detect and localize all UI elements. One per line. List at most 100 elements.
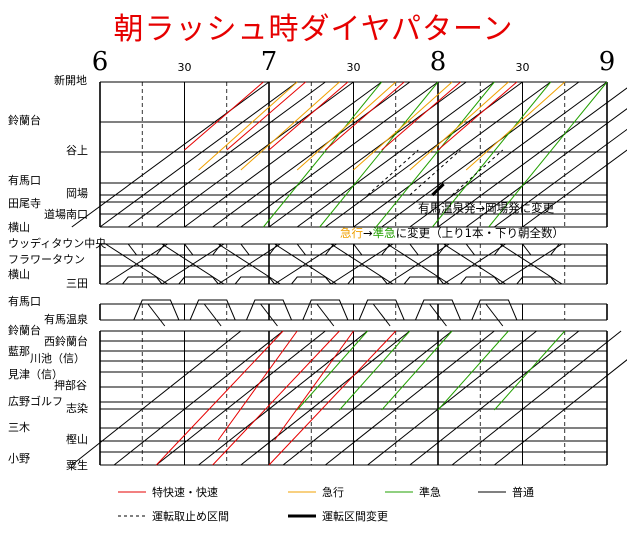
- train-local: [387, 243, 450, 285]
- station-label: 鈴蘭台: [8, 323, 41, 337]
- train-rapid: [212, 330, 340, 466]
- train-local: [325, 81, 523, 228]
- hour-label: 9: [599, 47, 616, 77]
- train-local: [316, 303, 335, 327]
- station-label: 西鈴蘭台: [44, 334, 88, 348]
- train-rapid: [274, 330, 354, 441]
- train-local: [325, 330, 495, 466]
- train-rapid: [217, 330, 298, 441]
- train-local: [381, 81, 580, 228]
- train-local: [274, 243, 337, 285]
- station-label: 藍那: [8, 345, 30, 358]
- train-local: [156, 330, 326, 466]
- train-local: [71, 330, 242, 466]
- train-arima-shuttle: [170, 299, 255, 321]
- station-label: 横山: [8, 220, 30, 234]
- train-shuttle-top: [381, 243, 467, 256]
- train-shuttle-top: [494, 243, 579, 256]
- station-label: 田尾寺: [8, 197, 41, 210]
- train-express: [240, 81, 340, 171]
- train-semi-express: [262, 81, 383, 228]
- station-label: 有馬口: [8, 294, 41, 308]
- half-hour-label: 30: [347, 61, 361, 74]
- train-local: [212, 81, 411, 228]
- train-local: [240, 81, 439, 228]
- train-local: [268, 81, 467, 228]
- train-semi-express: [339, 330, 411, 411]
- train-arima-shuttle: [339, 299, 424, 321]
- station-label: 鈴蘭台: [8, 113, 41, 127]
- train-semi-express: [488, 81, 608, 228]
- train-rapid: [226, 81, 306, 151]
- legend-label: 普通: [512, 485, 534, 499]
- station-label: 谷上: [66, 144, 88, 157]
- train-rapid: [381, 81, 461, 151]
- station-label: 押部谷: [54, 378, 87, 392]
- annotation-section-change: 有馬温泉発→岡場発に変更: [418, 201, 555, 215]
- train-express: [465, 81, 566, 171]
- train-local: [282, 330, 453, 466]
- section-change-mark: [431, 182, 445, 197]
- train-local: [485, 303, 504, 327]
- train-local: [494, 128, 627, 228]
- train-local: [113, 330, 284, 466]
- train-express: [409, 81, 509, 171]
- hour-label: 8: [430, 47, 447, 77]
- train-local: [296, 81, 495, 228]
- train-semi-express: [375, 81, 495, 228]
- train-local: [240, 330, 411, 466]
- train-local: [184, 81, 382, 228]
- train-local: [330, 243, 394, 285]
- station-label: 三田: [66, 277, 88, 290]
- train-cancelled: [367, 149, 419, 196]
- legend-label: 運転区間変更: [322, 509, 388, 523]
- train-shuttle-bottom: [494, 276, 579, 285]
- train-shuttle-top: [156, 243, 241, 256]
- annotation-type-change: 急行→準急に変更（上り1本・下り朝全数）: [340, 226, 564, 240]
- train-local: [465, 108, 627, 228]
- station-label: 粟生: [66, 458, 88, 472]
- train-semi-express: [431, 81, 552, 228]
- train-rapid: [268, 330, 397, 466]
- train-semi-express: [381, 330, 453, 411]
- train-local: [203, 303, 222, 327]
- train-shuttle-top: [325, 243, 410, 256]
- train-local: [99, 81, 298, 228]
- hour-label: 6: [92, 47, 109, 77]
- train-local: [218, 243, 281, 285]
- train-local: [429, 303, 447, 327]
- station-label: 横山: [8, 267, 30, 281]
- station-label: 三木: [8, 421, 30, 434]
- train-express: [353, 81, 453, 171]
- station-label: 広野ゴルフ: [8, 394, 63, 408]
- train-express: [296, 81, 397, 171]
- train-local: [367, 330, 537, 466]
- train-express: [198, 81, 298, 171]
- legend-label: 特快速・快速: [152, 485, 218, 499]
- train-local: [499, 243, 563, 285]
- train-local: [451, 330, 622, 466]
- train-local: [147, 303, 166, 327]
- station-label: 道場南口: [44, 207, 88, 221]
- train-arima-shuttle: [283, 299, 368, 321]
- station-label: 小野: [8, 452, 30, 465]
- train-local: [494, 359, 627, 466]
- train-local: [71, 81, 270, 228]
- station-label: ウッディタウン中央: [8, 236, 106, 250]
- train-arima-shuttle: [452, 299, 537, 321]
- train-local: [443, 243, 506, 285]
- train-semi-express: [493, 330, 566, 411]
- train-local: [105, 243, 168, 285]
- train-rapid: [437, 81, 518, 151]
- train-arima-shuttle: [114, 299, 199, 321]
- train-cancelled: [409, 149, 461, 196]
- train-cancelled: [451, 149, 504, 196]
- train-local: [409, 81, 608, 228]
- legend-label: 急行: [322, 485, 344, 499]
- station-label: 新開地: [54, 73, 87, 87]
- train-rapid: [184, 81, 264, 151]
- train-local: [260, 303, 278, 327]
- train-local: [409, 330, 580, 466]
- station-label: フラワータウン: [8, 253, 85, 266]
